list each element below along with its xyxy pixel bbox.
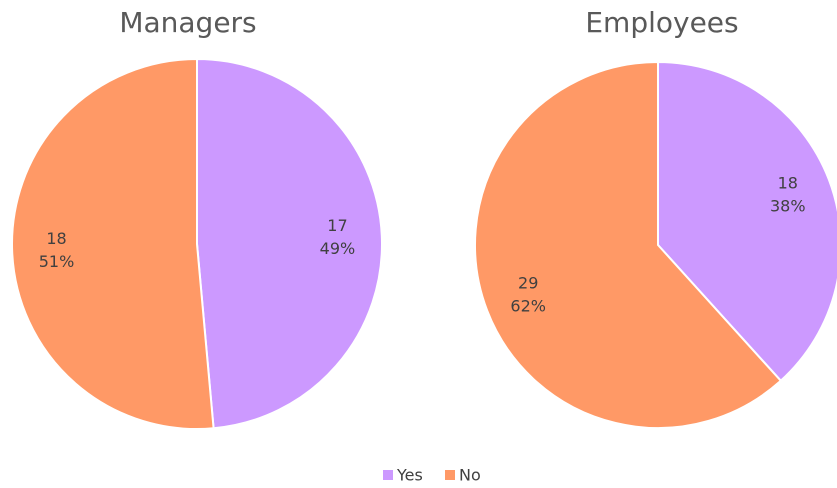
legend-label: Yes: [396, 466, 423, 485]
chart-title: Employees: [585, 6, 738, 39]
chart-title: Managers: [119, 6, 256, 39]
data-label: 62%: [510, 296, 546, 315]
pie-slice: [11, 57, 215, 430]
legend-label: No: [459, 466, 481, 485]
pie-slice: [474, 60, 783, 429]
data-label: 18: [46, 229, 66, 248]
data-label: 38%: [770, 197, 806, 216]
data-label: 29: [518, 273, 538, 292]
pie-slice: [196, 57, 383, 430]
legend-swatch: [445, 470, 455, 480]
data-label: 49%: [320, 239, 356, 258]
legend-swatch: [383, 470, 393, 480]
data-label: 51%: [39, 252, 75, 271]
pie-slice: [657, 60, 837, 383]
data-label: 18: [778, 174, 798, 193]
data-label: 17: [327, 216, 347, 235]
